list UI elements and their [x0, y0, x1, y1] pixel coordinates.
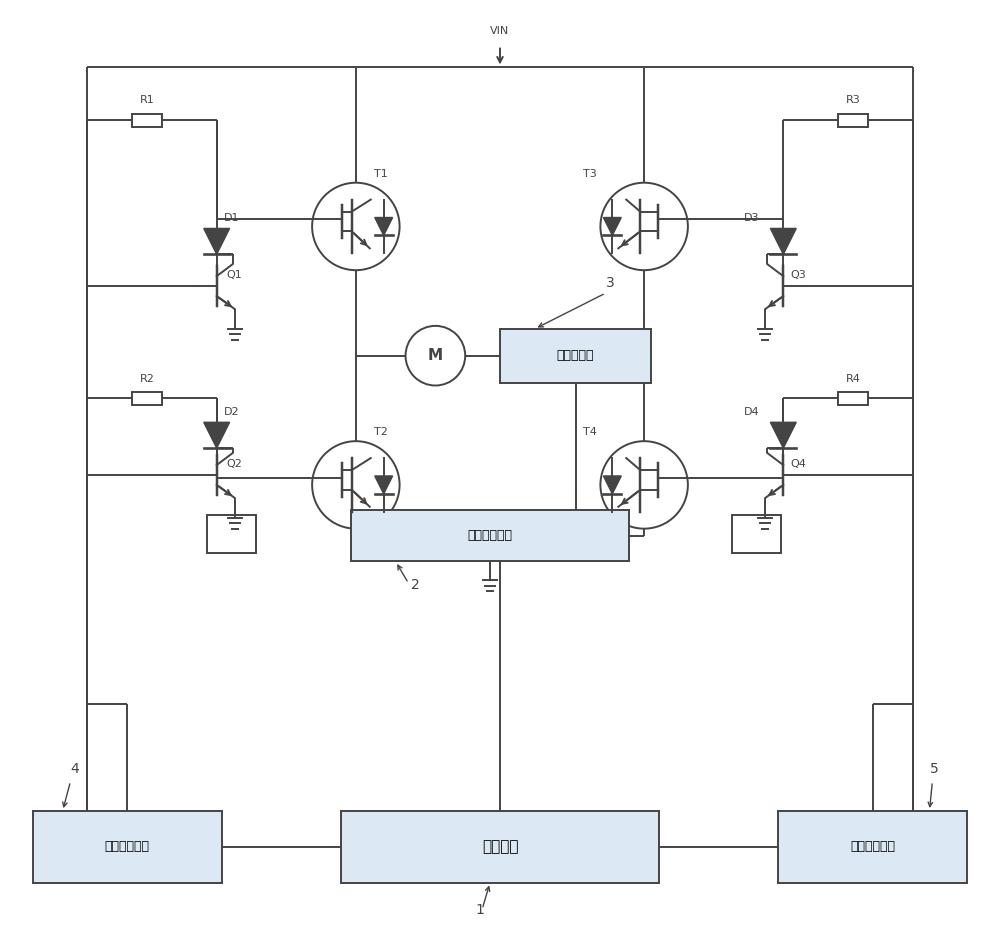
Polygon shape	[603, 217, 621, 235]
Bar	[351, 509, 629, 561]
Text: 5: 5	[929, 762, 938, 776]
Polygon shape	[770, 422, 796, 448]
Bar	[778, 811, 967, 883]
Text: Q2: Q2	[227, 459, 243, 469]
Text: T2: T2	[374, 427, 388, 437]
Text: D3: D3	[744, 213, 759, 224]
Polygon shape	[204, 228, 230, 255]
Text: M: M	[428, 348, 443, 363]
Text: Q3: Q3	[790, 270, 806, 280]
Text: 3: 3	[606, 276, 615, 290]
Text: R4: R4	[845, 373, 860, 384]
Text: 4: 4	[71, 762, 79, 776]
Text: 1: 1	[475, 903, 484, 917]
Polygon shape	[375, 217, 393, 235]
Text: 2: 2	[411, 578, 419, 592]
Bar	[33, 811, 222, 883]
Text: VIN: VIN	[490, 25, 510, 36]
Polygon shape	[204, 422, 230, 448]
Bar	[838, 392, 868, 405]
Polygon shape	[603, 476, 621, 494]
Bar	[341, 811, 659, 883]
Bar	[207, 515, 256, 553]
Bar	[132, 392, 162, 405]
Text: 第二栈极驱动: 第二栈极驱动	[850, 840, 895, 854]
Text: D2: D2	[224, 407, 239, 417]
Text: Q1: Q1	[227, 270, 242, 280]
Bar	[132, 114, 162, 127]
Text: 控制电路: 控制电路	[482, 839, 518, 854]
Polygon shape	[375, 476, 393, 494]
Text: R1: R1	[140, 95, 154, 105]
Text: 第一栅极驱动: 第一栅极驱动	[105, 840, 150, 854]
Bar	[838, 114, 868, 127]
Text: 电流互感器: 电流互感器	[557, 349, 594, 362]
Polygon shape	[770, 228, 796, 255]
Text: R2: R2	[140, 373, 155, 384]
Text: T3: T3	[583, 169, 596, 179]
Text: D4: D4	[744, 407, 759, 417]
Text: T1: T1	[374, 169, 388, 179]
Text: D1: D1	[224, 213, 239, 224]
Text: R3: R3	[846, 95, 860, 105]
Text: 过流保护电路: 过流保护电路	[468, 529, 513, 542]
Text: Q4: Q4	[790, 459, 806, 469]
Text: T4: T4	[583, 427, 596, 437]
Bar	[732, 515, 781, 553]
Bar	[500, 329, 651, 383]
